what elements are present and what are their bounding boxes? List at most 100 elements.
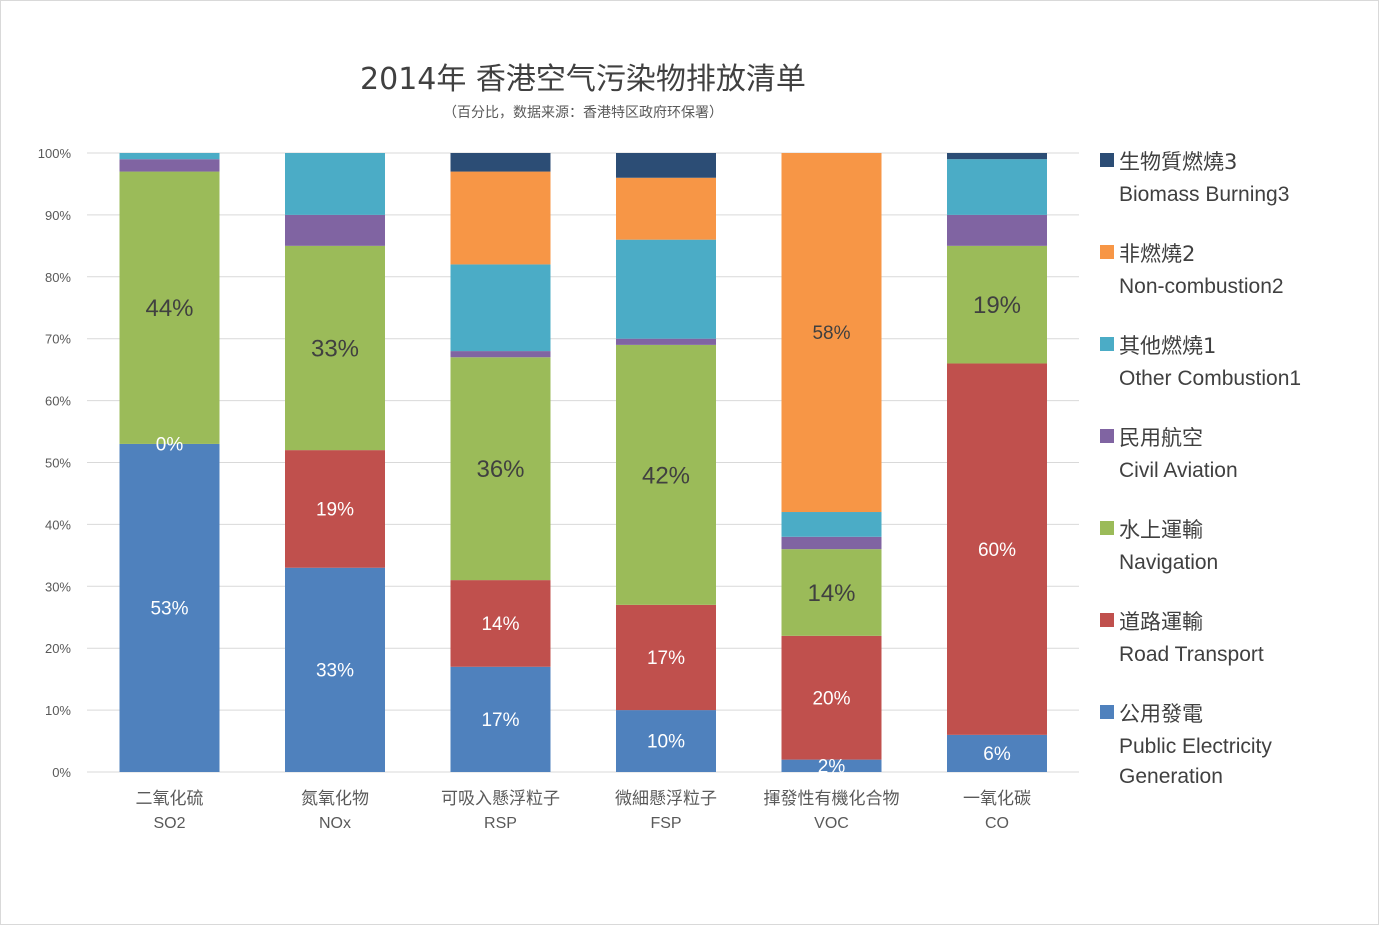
category-label-en: SO2 [153,815,185,832]
legend-label-en: Other Combustion1 [1119,367,1301,390]
data-label: 17% [481,710,519,731]
bar-segment [285,450,385,568]
bar-segment [781,512,882,537]
data-label: 20% [812,688,850,709]
bar-segment [119,171,220,444]
data-label: 60% [978,540,1016,561]
bar-segment [119,159,220,172]
category-label-zh: 氮氧化物 [301,789,369,809]
bar-segment [781,549,882,636]
data-label: 19% [316,500,354,521]
category-label-en: CO [985,815,1009,832]
category-label-en: VOC [814,815,849,832]
bar-segment [119,443,220,772]
legend-label-en: Civil Aviation [1119,459,1238,482]
y-tick-label: 30% [45,579,71,594]
legend-label-zh: 生物質燃燒3 [1119,150,1237,174]
y-tick-label: 70% [45,332,71,347]
data-label: 0% [156,435,184,456]
data-label: 44% [145,295,193,322]
data-label: 33% [311,335,359,362]
data-label: 36% [476,456,524,483]
y-tick-label: 80% [45,270,71,285]
data-label: 14% [481,614,519,635]
category-label-zh: 揮發性有機化合物 [764,789,900,809]
bar-segment [781,536,882,550]
legend-swatch [1100,429,1114,443]
bar-segment [119,153,220,160]
legend-swatch [1100,337,1114,351]
chart-subtitle: （百分比，数据来源：香港特区政府环保署） [443,105,723,121]
gridlines [87,152,1079,773]
legend-swatch [1100,245,1114,259]
y-tick-label: 50% [45,456,71,471]
bar-segment [947,363,1047,735]
bar-segment [450,264,551,352]
bar-segment [450,580,551,667]
bar-segment [616,344,716,605]
legend-label-en: Public Electricity [1119,735,1272,758]
bar-segment [616,338,716,345]
data-label: 19% [973,292,1021,319]
data-labels: 53% 0% 44% 33% 19% 33% 17% 14% 36% 10% 17% 42% 2% 20%… [145,292,1021,777]
data-label: 10% [647,732,685,753]
data-label: 6% [983,744,1011,765]
bar-segment [781,759,882,772]
category-label-zh: 可吸入懸浮粒子 [441,789,560,809]
category-label-en: NOx [319,815,351,832]
legend-label-en: Non-combustion2 [1119,275,1284,298]
bar-segment [947,734,1047,772]
bar-segment [616,710,716,772]
bar-segment [616,604,716,711]
legend-swatch [1100,705,1114,719]
legend-label-zh: 公用發電 [1119,702,1203,726]
bar-segment [947,159,1047,215]
legend: 生物質燃燒3 Biomass Burning3 非燃燒2 Non-combustion… [1100,150,1301,788]
legend-label-en: Road Transport [1119,643,1264,666]
legend-swatch [1100,613,1114,627]
y-axis: 0% 10% 20% 30% 40% 50% 60% 70% 80% 90% 100% [38,146,72,780]
bar-segment [616,239,716,339]
legend-label-zh: 水上運輸 [1119,518,1203,542]
y-tick-label: 60% [45,394,71,409]
category-label-en: FSP [650,815,681,832]
legend-label-en: Biomass Burning3 [1119,183,1289,206]
bar-segment [285,153,385,215]
y-tick-label: 40% [45,517,71,532]
bar-segment [947,245,1047,364]
data-label: 14% [807,580,855,607]
x-axis: 二氧化硫 SO2 氮氧化物 NOx 可吸入懸浮粒子 RSP 微細懸浮粒子 FSP 揮發性有機化合… [136,789,1032,832]
data-label: 53% [150,599,188,620]
category-label-en: RSP [484,815,517,832]
y-tick-label: 20% [45,641,71,656]
data-label: 42% [642,462,690,489]
chart-title: 2014年 香港空气污染物排放清单 [360,62,806,97]
bar-segment [285,214,385,246]
legend-label-en: Navigation [1119,551,1218,574]
bar-segment [285,567,385,772]
data-label: 33% [316,661,354,682]
legend-label-zh: 非燃燒2 [1119,242,1195,266]
legend-label-en: Generation [1119,765,1223,788]
bar-segment [616,177,716,240]
bar-segment [947,153,1047,160]
bar-segment [285,245,385,451]
bar-segment [947,214,1047,246]
legend-label-zh: 民用航空 [1119,426,1203,450]
bar-segment [450,357,551,581]
bar-segment [616,153,716,178]
y-tick-label: 90% [45,208,71,223]
y-tick-label: 0% [52,765,71,780]
bars [119,153,1047,772]
bar-segment [450,153,551,172]
data-label: 58% [812,323,850,344]
legend-swatch [1100,153,1114,167]
bar-segment [781,153,882,513]
y-tick-label: 10% [45,703,71,718]
y-tick-label: 100% [38,146,72,161]
bar-segment [450,666,551,772]
legend-label-zh: 道路運輸 [1119,610,1203,634]
category-label-zh: 一氧化碳 [963,789,1031,809]
